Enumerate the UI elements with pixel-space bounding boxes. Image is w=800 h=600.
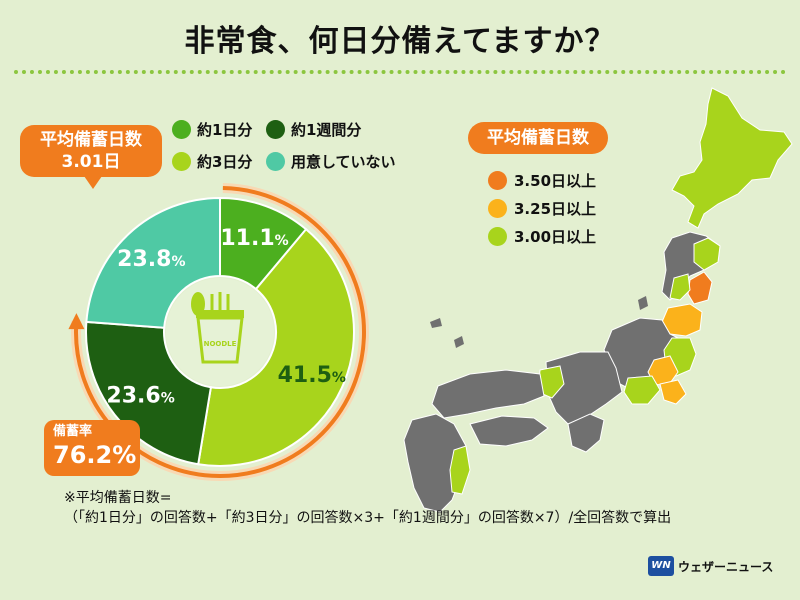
average-days-badge: 平均備蓄日数 3.01日 (20, 125, 162, 189)
region-akita (669, 273, 691, 301)
logo-mark: WN (648, 556, 674, 576)
region-sado (638, 296, 648, 310)
region-iwate (693, 237, 721, 271)
map-legend-item-300: 3.00日以上 (488, 226, 596, 247)
logo-text: ウェザーニュース (678, 559, 774, 574)
legend-item-1day: 約1日分 (172, 119, 252, 140)
legend-label: 約3日分 (197, 153, 253, 171)
map-legend-item-325: 3.25日以上 (488, 198, 596, 219)
region-shikoku (469, 415, 549, 447)
legend-swatch (266, 120, 285, 139)
region-kanagawa (659, 379, 687, 405)
map-legend-swatch (488, 199, 507, 218)
average-days-label: 平均備蓄日数 (40, 130, 142, 150)
region-chugoku (431, 369, 545, 419)
region-kii (567, 413, 605, 453)
region-hokkaido (671, 87, 793, 229)
region-oki (454, 336, 464, 348)
region-miyagi (687, 271, 713, 305)
map-legend-label: 3.25日以上 (514, 200, 597, 218)
legend-item-3day: 約3日分 (172, 151, 252, 172)
legend-label: 用意していない (291, 153, 396, 171)
slice-1week (85, 320, 213, 466)
slice-none (85, 196, 221, 329)
stockpile-rate-value: 76.2% (53, 441, 137, 469)
stockpile-rate-badge: 備蓄率 76.2% (44, 420, 140, 476)
map-legend-label: 3.50日以上 (514, 172, 597, 190)
cup-garnish (191, 292, 205, 316)
stockpile-rate-arrowhead (68, 313, 85, 330)
cup-lid (196, 310, 244, 318)
page-title: 非常食、何日分備えてますか？ (184, 24, 616, 59)
slice-3day (197, 227, 355, 467)
region-miyazaki (449, 445, 471, 495)
weathernews-logo: WN ウェザーニュース (648, 556, 773, 576)
slice-1week-label: 23.6% (106, 383, 174, 408)
cup-noodle-icon: NOODLE (166, 278, 274, 386)
region-kyushu (403, 413, 467, 513)
slice-3day-label: 41.5% (278, 363, 346, 388)
legend-swatch (172, 152, 191, 171)
legend-label: 約1日分 (197, 121, 253, 139)
region-islands (430, 318, 442, 328)
slice-1day-label: 11.1% (220, 226, 288, 251)
map-legend-swatch (488, 227, 507, 246)
slice-none-label: 23.8% (117, 247, 185, 272)
stockpile-rate-label: 備蓄率 (53, 424, 93, 439)
region-kinki (545, 351, 623, 425)
legend-swatch (172, 120, 191, 139)
average-days-value: 3.01日 (61, 152, 121, 172)
footnote: ※平均備蓄日数= （「約1日分」の回答数+「約3日分」の回答数×3+「約1週間分… (64, 488, 671, 528)
dotted-divider (14, 70, 786, 74)
map-legend-swatch (488, 171, 507, 190)
legend-item-1week: 約1週間分 (266, 119, 361, 140)
map-legend-title: 平均備蓄日数 (468, 122, 608, 154)
footnote-line-1: ※平均備蓄日数= (64, 490, 172, 506)
cup-label: NOODLE (204, 340, 237, 348)
map-legend-label: 3.00日以上 (514, 228, 597, 246)
footnote-line-2: （「約1日分」の回答数+「約3日分」の回答数×3+「約1週間分」の回答数×7）/… (64, 510, 672, 526)
map-legend-item-350: 3.50日以上 (488, 170, 596, 191)
legend-item-none: 用意していない (266, 151, 396, 172)
region-shizuoka (623, 375, 661, 405)
legend-swatch (266, 152, 285, 171)
legend-label: 約1週間分 (291, 121, 362, 139)
